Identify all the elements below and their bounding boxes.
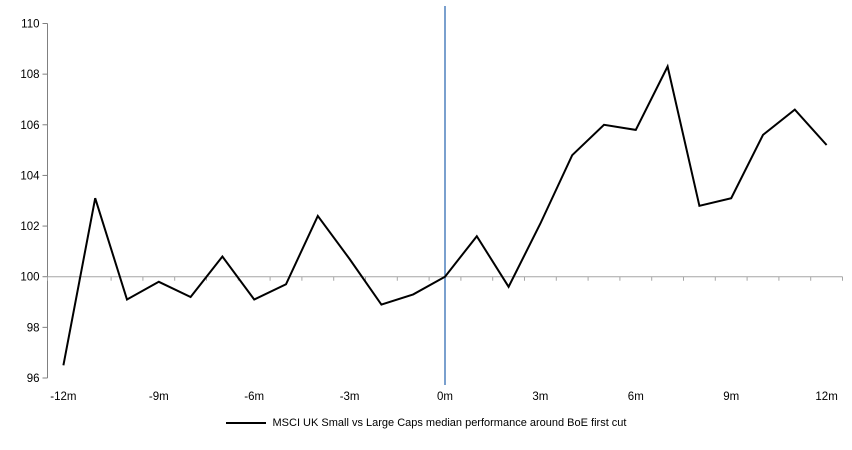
x-tick-label: -12m xyxy=(50,391,76,403)
y-tick-label: 100 xyxy=(20,272,39,284)
x-tick-label: 12m xyxy=(815,391,837,403)
legend-label: MSCI UK Small vs Large Caps median perfo… xyxy=(272,417,627,429)
x-tick-label: 9m xyxy=(723,391,739,403)
series-line xyxy=(62,63,828,366)
x-tick-label: 0m xyxy=(437,391,453,403)
x-tick-label: 3m xyxy=(532,391,548,403)
y-tick-label: 108 xyxy=(20,69,39,81)
x-tick-label: -6m xyxy=(244,391,264,403)
y-tick-label: 106 xyxy=(20,120,39,132)
x-tick-label: 6m xyxy=(628,391,644,403)
x-tick-label: -3m xyxy=(340,391,360,403)
legend-line-swatch xyxy=(225,422,266,424)
y-tick-label: 104 xyxy=(20,170,40,182)
chart-legend: MSCI UK Small vs Large Caps median perfo… xyxy=(0,417,852,429)
x-tick-label: -9m xyxy=(149,391,169,403)
y-tick-label: 110 xyxy=(21,19,39,31)
y-tick-label: 96 xyxy=(27,373,40,385)
y-tick-label: 102 xyxy=(20,221,39,233)
y-tick-label: 98 xyxy=(27,322,40,334)
